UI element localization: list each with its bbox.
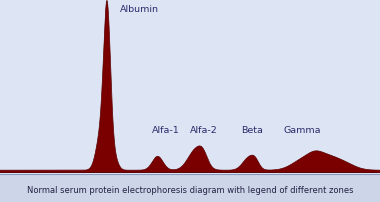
Text: Beta: Beta [241, 125, 263, 134]
Text: Normal serum protein electrophoresis diagram with legend of different zones: Normal serum protein electrophoresis dia… [27, 185, 353, 194]
Text: Alfa-2: Alfa-2 [190, 125, 218, 134]
Text: Gamma: Gamma [283, 125, 321, 134]
Text: Alfa-1: Alfa-1 [152, 125, 180, 134]
Text: Albumin: Albumin [120, 5, 159, 14]
